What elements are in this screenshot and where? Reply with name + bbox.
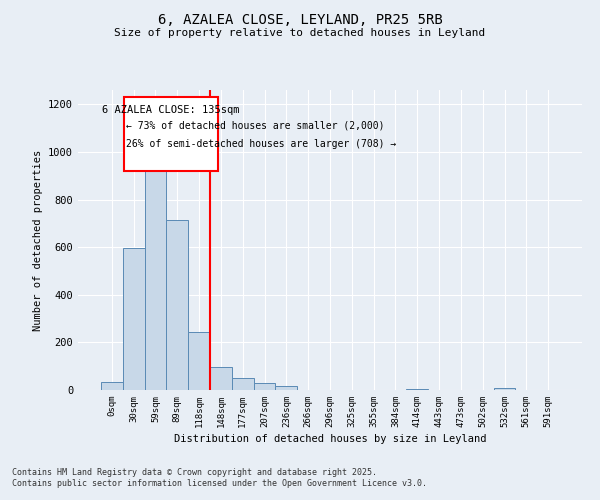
Text: 6, AZALEA CLOSE, LEYLAND, PR25 5RB: 6, AZALEA CLOSE, LEYLAND, PR25 5RB — [158, 12, 442, 26]
Bar — [210, 367, 232, 390]
Bar — [145, 164, 166, 390]
Bar — [101, 382, 123, 390]
Bar — [254, 384, 275, 390]
Bar — [188, 332, 210, 390]
Bar — [232, 378, 254, 390]
Text: 6 AZALEA CLOSE: 135sqm: 6 AZALEA CLOSE: 135sqm — [102, 106, 239, 116]
Bar — [494, 388, 515, 390]
Y-axis label: Number of detached properties: Number of detached properties — [32, 150, 43, 330]
Bar — [166, 220, 188, 390]
Text: Contains HM Land Registry data © Crown copyright and database right 2025.
Contai: Contains HM Land Registry data © Crown c… — [12, 468, 427, 487]
Bar — [275, 386, 297, 390]
Text: 26% of semi-detached houses are larger (708) →: 26% of semi-detached houses are larger (… — [127, 139, 397, 149]
FancyBboxPatch shape — [124, 97, 218, 171]
Bar — [406, 389, 428, 390]
Bar — [123, 248, 145, 390]
X-axis label: Distribution of detached houses by size in Leyland: Distribution of detached houses by size … — [174, 434, 486, 444]
Text: ← 73% of detached houses are smaller (2,000): ← 73% of detached houses are smaller (2,… — [127, 121, 385, 131]
Text: Size of property relative to detached houses in Leyland: Size of property relative to detached ho… — [115, 28, 485, 38]
